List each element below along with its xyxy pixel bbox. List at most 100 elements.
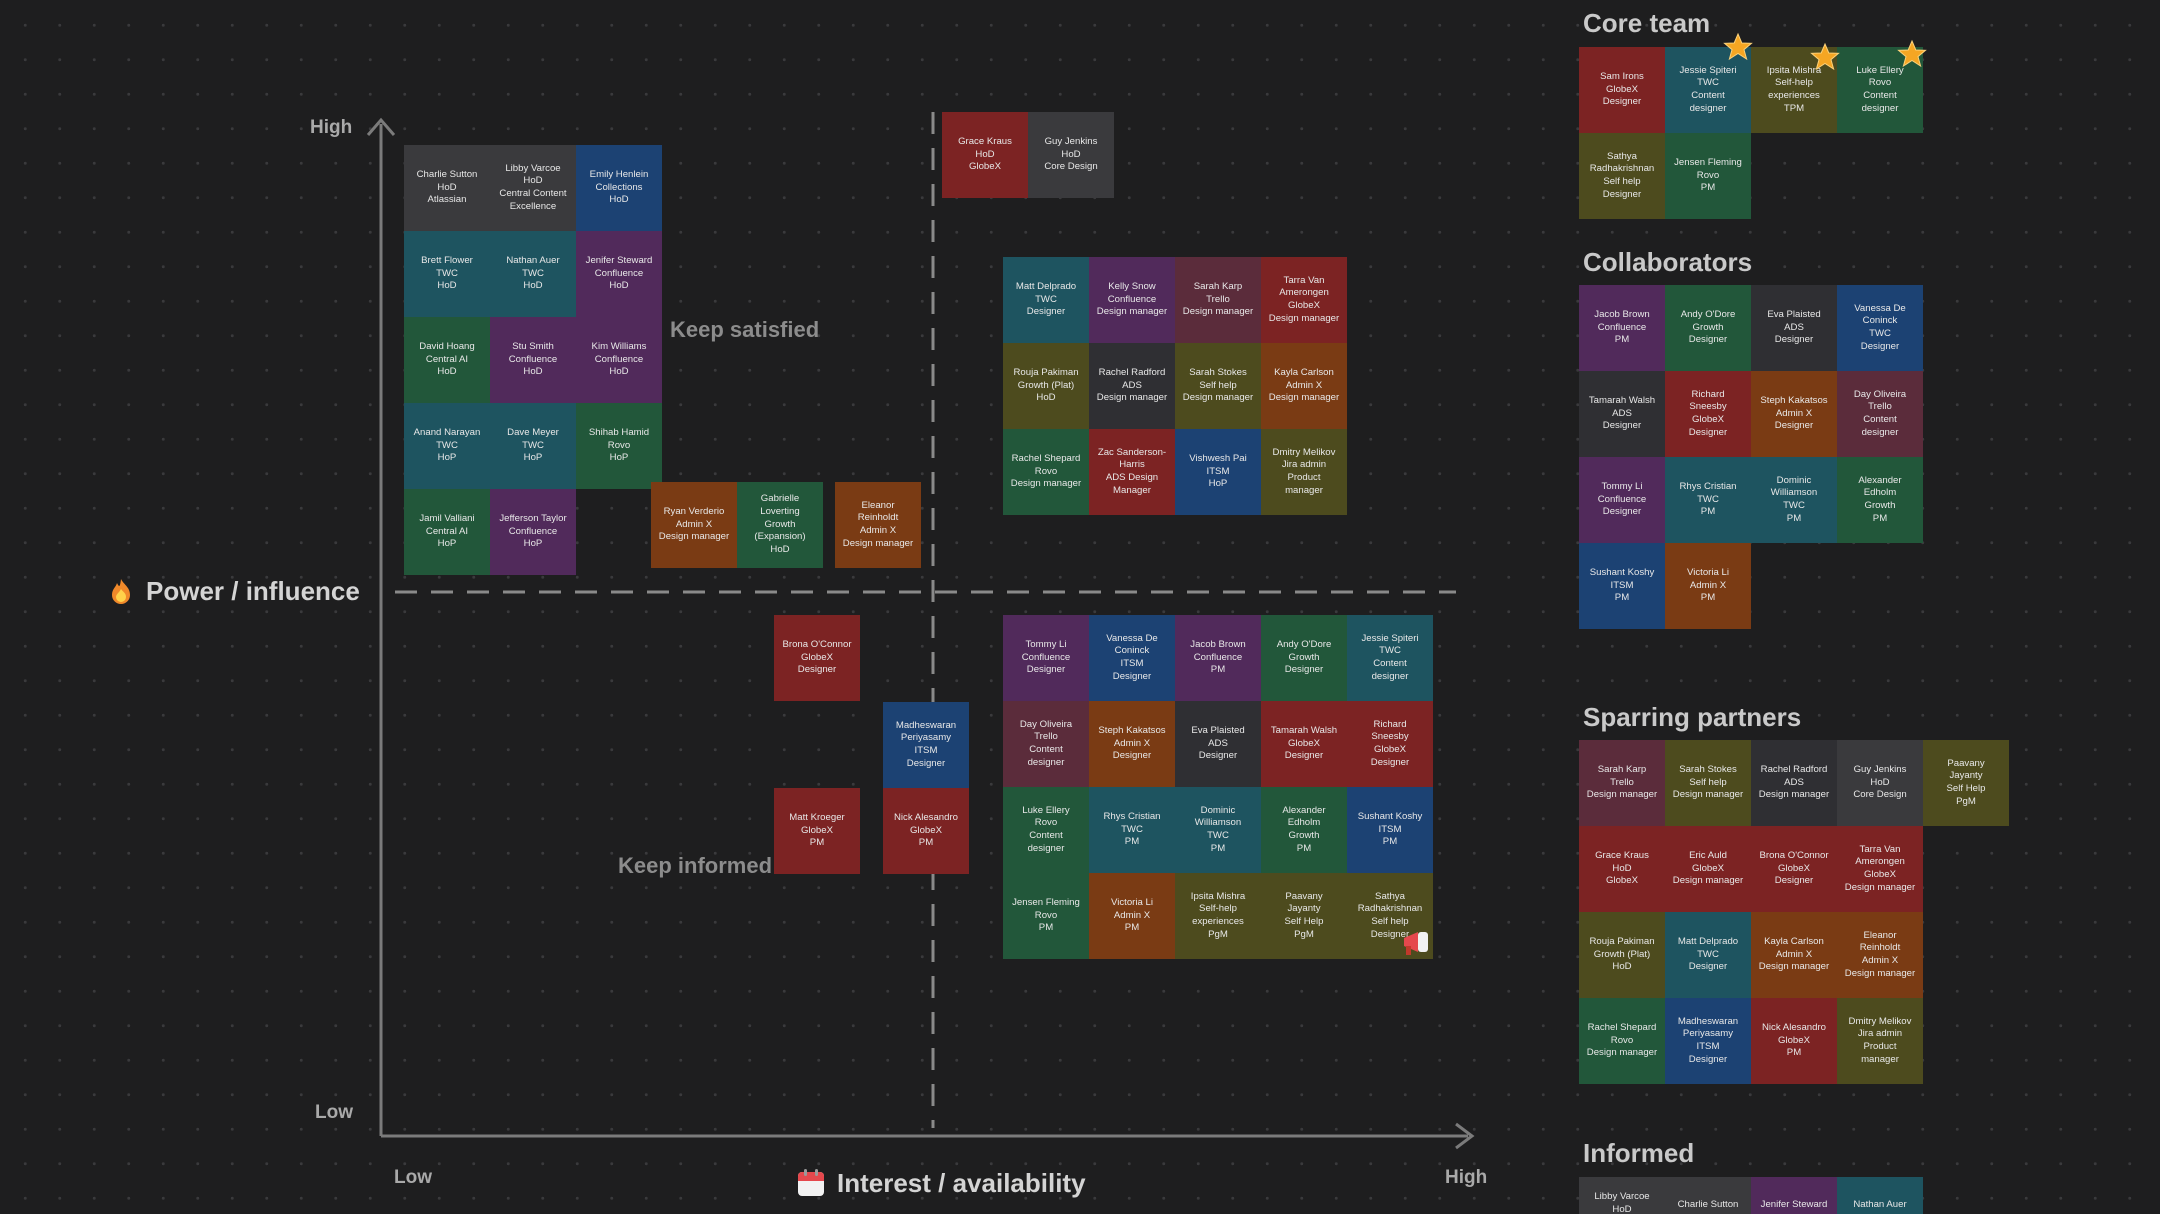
stakeholder-card[interactable]: Kelly Snow Confluence Design manager xyxy=(1089,257,1175,343)
stakeholder-card[interactable]: Libby Varcoe HoD Central Content Excelle… xyxy=(490,145,576,231)
stakeholder-card[interactable]: Sam Irons GlobeX Designer xyxy=(1579,47,1665,133)
stakeholder-card[interactable]: Steph Kakatsos Admin X Designer xyxy=(1089,701,1175,787)
stakeholder-card[interactable]: Nathan Auer TWC HoD xyxy=(490,231,576,317)
stakeholder-card[interactable]: Dave Meyer TWC HoP xyxy=(490,403,576,489)
stakeholder-card[interactable]: Victoria Li Admin X PM xyxy=(1665,543,1751,629)
stakeholder-card[interactable]: Alexander Edholm Growth PM xyxy=(1261,787,1347,873)
stakeholder-card[interactable]: Luke Ellery Rovo Content designer xyxy=(1837,47,1923,133)
stakeholder-card[interactable]: Grace Kraus HoD GlobeX xyxy=(942,112,1028,198)
stakeholder-card[interactable]: Sarah Stokes Self help Design manager xyxy=(1665,740,1751,826)
stakeholder-card[interactable]: Sathya Radhakrishnan Self help Designer xyxy=(1579,133,1665,219)
stakeholder-card[interactable]: Zac Sanderson- Harris ADS Design Manager xyxy=(1089,429,1175,515)
y-axis-title: Power / influence xyxy=(106,576,360,607)
stakeholder-card[interactable]: Day Oliveira Trello Content designer xyxy=(1837,371,1923,457)
stakeholder-card[interactable]: Nathan Auer xyxy=(1837,1177,1923,1214)
stakeholder-card[interactable]: Andy O'Dore Growth Designer xyxy=(1261,615,1347,701)
stakeholder-card[interactable]: Jenifer Steward Confluence HoD xyxy=(576,231,662,317)
stakeholder-card[interactable]: Libby Varcoe HoD xyxy=(1579,1177,1665,1214)
stakeholder-card[interactable]: Jamil Valliani Central AI HoP xyxy=(404,489,490,575)
stakeholder-card[interactable]: Tommy Li Confluence Designer xyxy=(1579,457,1665,543)
stakeholder-card[interactable]: Rachel Shepard Rovo Design manager xyxy=(1579,998,1665,1084)
stakeholder-card[interactable]: Vishwesh Pai ITSM HoP xyxy=(1175,429,1261,515)
stakeholder-card[interactable]: Nick Alesandro GlobeX PM xyxy=(883,788,969,874)
stakeholder-card[interactable]: Alexander Edholm Growth PM xyxy=(1837,457,1923,543)
stakeholder-card[interactable]: Charlie Sutton HoD Atlassian xyxy=(404,145,490,231)
stakeholder-card[interactable]: Gabrielle Loverting Growth (Expansion) H… xyxy=(737,482,823,568)
stakeholder-card[interactable]: Eleanor Reinholdt Admin X Design manager xyxy=(1837,912,1923,998)
stakeholder-card[interactable]: Guy Jenkins HoD Core Design xyxy=(1028,112,1114,198)
stakeholder-card[interactable]: Ryan Verderio Admin X Design manager xyxy=(651,482,737,568)
stakeholder-card[interactable]: Jacob Brown Confluence PM xyxy=(1579,285,1665,371)
stakeholder-card[interactable]: Sushant Koshy ITSM PM xyxy=(1579,543,1665,629)
stakeholder-card[interactable]: Rachel Radford ADS Design manager xyxy=(1089,343,1175,429)
stakeholder-card[interactable]: Dmitry Melikov Jira admin Product manage… xyxy=(1837,998,1923,1084)
stakeholder-card[interactable]: Vanessa De Coninck ITSM Designer xyxy=(1089,615,1175,701)
stakeholder-card[interactable]: Rhys Cristian TWC PM xyxy=(1089,787,1175,873)
stakeholder-card[interactable]: Jensen Fleming Rovo PM xyxy=(1003,873,1089,959)
stakeholder-card[interactable]: Eleanor Reinholdt Admin X Design manager xyxy=(835,482,921,568)
stakeholder-card[interactable]: Emily Henlein Collections HoD xyxy=(576,145,662,231)
stakeholder-card[interactable]: Charlie Sutton xyxy=(1665,1177,1751,1214)
stakeholder-card[interactable]: Paavany Jayanty Self Help PgM xyxy=(1261,873,1347,959)
stakeholder-card[interactable]: Stu Smith Confluence HoD xyxy=(490,317,576,403)
stakeholder-card[interactable]: Madheswaran Periyasamy ITSM Designer xyxy=(1665,998,1751,1084)
stakeholder-card[interactable]: Rachel Radford ADS Design manager xyxy=(1751,740,1837,826)
stakeholder-card[interactable]: Ipsita Mishra Self-help experiences PgM xyxy=(1175,873,1261,959)
stakeholder-card[interactable]: Jefferson Taylor Confluence HoP xyxy=(490,489,576,575)
stakeholder-card[interactable]: Dmitry Melikov Jira admin Product manage… xyxy=(1261,429,1347,515)
stakeholder-card[interactable]: Brona O'Connor GlobeX Designer xyxy=(1751,826,1837,912)
stakeholder-card[interactable]: Eva Plaisted ADS Designer xyxy=(1175,701,1261,787)
stakeholder-card[interactable]: Tarra Van Amerongen GlobeX Design manage… xyxy=(1261,257,1347,343)
stakeholder-card[interactable]: Eva Plaisted ADS Designer xyxy=(1751,285,1837,371)
y-axis-title-text: Power / influence xyxy=(146,576,360,606)
stakeholder-card[interactable]: Sushant Koshy ITSM PM xyxy=(1347,787,1433,873)
keep-informed-label: Keep informed xyxy=(618,853,773,878)
stakeholder-card[interactable]: Matt Delprado TWC Designer xyxy=(1003,257,1089,343)
stakeholder-card[interactable]: Eric Auld GlobeX Design manager xyxy=(1665,826,1751,912)
stakeholder-card[interactable]: Rouja Pakiman Growth (Plat) HoD xyxy=(1003,343,1089,429)
stakeholder-card[interactable]: Dominic Williamson TWC PM xyxy=(1175,787,1261,873)
stakeholder-card[interactable]: Rouja Pakiman Growth (Plat) HoD xyxy=(1579,912,1665,998)
stakeholder-card[interactable]: Paavany Jayanty Self Help PgM xyxy=(1923,740,2009,826)
y-axis-high-label: High xyxy=(310,117,353,138)
stakeholder-card[interactable]: Matt Kroeger GlobeX PM xyxy=(774,788,860,874)
stakeholder-card[interactable]: Sarah Stokes Self help Design manager xyxy=(1175,343,1261,429)
stakeholder-card[interactable]: Brona O'Connor GlobeX Designer xyxy=(774,615,860,701)
stakeholder-card[interactable]: Richard Sneesby GlobeX Designer xyxy=(1665,371,1751,457)
stakeholder-card[interactable]: Matt Delprado TWC Designer xyxy=(1665,912,1751,998)
stakeholder-card[interactable]: Tarra Van Amerongen GlobeX Design manage… xyxy=(1837,826,1923,912)
stakeholder-card[interactable]: Tamarah Walsh GlobeX Designer xyxy=(1261,701,1347,787)
stakeholder-card[interactable]: Jacob Brown Confluence PM xyxy=(1175,615,1261,701)
stakeholder-card[interactable]: Richard Sneesby GlobeX Designer xyxy=(1347,701,1433,787)
stakeholder-card[interactable]: Anand Narayan TWC HoP xyxy=(404,403,490,489)
stakeholder-card[interactable]: Tamarah Walsh ADS Designer xyxy=(1579,371,1665,457)
stakeholder-card[interactable]: Nick Alesandro GlobeX PM xyxy=(1751,998,1837,1084)
stakeholder-card[interactable]: Victoria Li Admin X PM xyxy=(1089,873,1175,959)
stakeholder-card[interactable]: Jessie Spiteri TWC Content designer xyxy=(1347,615,1433,701)
stakeholder-card[interactable]: Luke Ellery Rovo Content designer xyxy=(1003,787,1089,873)
stakeholder-card[interactable]: Vanessa De Coninck TWC Designer xyxy=(1837,285,1923,371)
stakeholder-card[interactable]: Kayla Carlson Admin X Design manager xyxy=(1261,343,1347,429)
star-icon xyxy=(1810,42,1840,71)
stakeholder-card[interactable]: Andy O'Dore Growth Designer xyxy=(1665,285,1751,371)
stakeholder-card[interactable]: Sarah Karp Trello Design manager xyxy=(1579,740,1665,826)
stakeholder-card[interactable]: Brett Flower TWC HoD xyxy=(404,231,490,317)
stakeholder-card[interactable]: David Hoang Central AI HoD xyxy=(404,317,490,403)
stakeholder-card[interactable]: Steph Kakatsos Admin X Designer xyxy=(1751,371,1837,457)
stakeholder-card[interactable]: Dominic Williamson TWC PM xyxy=(1751,457,1837,543)
stakeholder-card[interactable]: Tommy Li Confluence Designer xyxy=(1003,615,1089,701)
stakeholder-card[interactable]: Madheswaran Periyasamy ITSM Designer xyxy=(883,702,969,788)
stakeholder-card[interactable]: Shihab Hamid Rovo HoP xyxy=(576,403,662,489)
stakeholder-card[interactable]: Sarah Karp Trello Design manager xyxy=(1175,257,1261,343)
stakeholder-card[interactable]: Day Oliveira Trello Content designer xyxy=(1003,701,1089,787)
stakeholder-card[interactable]: Jessie Spiteri TWC Content designer xyxy=(1665,47,1751,133)
stakeholder-card[interactable]: Guy Jenkins HoD Core Design xyxy=(1837,740,1923,826)
stakeholder-card[interactable]: Kayla Carlson Admin X Design manager xyxy=(1751,912,1837,998)
stakeholder-card[interactable]: Jensen Fleming Rovo PM xyxy=(1665,133,1751,219)
stakeholder-card[interactable]: Rachel Shepard Rovo Design manager xyxy=(1003,429,1089,515)
stakeholder-card[interactable]: Jenifer Steward xyxy=(1751,1177,1837,1214)
stakeholder-card[interactable]: Rhys Cristian TWC PM xyxy=(1665,457,1751,543)
star-icon xyxy=(1723,32,1753,61)
stakeholder-card[interactable]: Kim Williams Confluence HoD xyxy=(576,317,662,403)
stakeholder-card[interactable]: Grace Kraus HoD GlobeX xyxy=(1579,826,1665,912)
